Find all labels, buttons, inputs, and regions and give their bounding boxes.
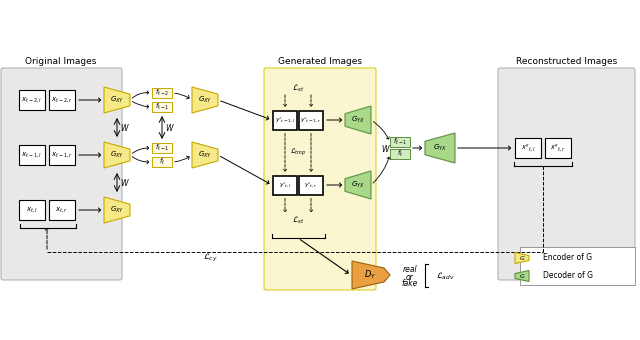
Text: Decoder of G: Decoder of G	[543, 272, 593, 280]
FancyBboxPatch shape	[390, 149, 410, 159]
FancyBboxPatch shape	[520, 247, 635, 285]
FancyBboxPatch shape	[299, 175, 323, 194]
Text: $x_{t-1,l}$: $x_{t-1,l}$	[21, 151, 43, 159]
Polygon shape	[192, 142, 218, 168]
Text: $f_{t-2}$: $f_{t-2}$	[155, 88, 169, 98]
Text: $x_{t,l}$: $x_{t,l}$	[26, 205, 38, 215]
Text: $G_{YX}$: $G_{YX}$	[433, 143, 447, 153]
Text: $\mathcal{L}_{st}$: $\mathcal{L}_{st}$	[292, 82, 304, 94]
Polygon shape	[192, 87, 218, 113]
Text: Encoder of G: Encoder of G	[543, 254, 592, 262]
Text: $y'_{t-1,l}$: $y'_{t-1,l}$	[275, 115, 296, 125]
Text: $f_t$: $f_t$	[397, 149, 403, 159]
FancyBboxPatch shape	[152, 143, 172, 153]
Text: $G$: $G$	[519, 272, 525, 280]
FancyBboxPatch shape	[545, 138, 571, 158]
Text: $G_{YX}$: $G_{YX}$	[351, 180, 365, 190]
Text: $G$: $G$	[519, 254, 525, 262]
Text: $f_{t-1}$: $f_{t-1}$	[155, 102, 169, 112]
Text: Generated Images: Generated Images	[278, 57, 362, 67]
Text: $f_t$: $f_t$	[159, 157, 165, 167]
FancyBboxPatch shape	[152, 102, 172, 112]
FancyBboxPatch shape	[1, 68, 122, 280]
Text: $W$: $W$	[165, 122, 175, 133]
Text: $W$: $W$	[120, 122, 130, 133]
FancyBboxPatch shape	[498, 68, 635, 280]
FancyBboxPatch shape	[152, 88, 172, 98]
Text: $G_{YX}$: $G_{YX}$	[351, 115, 365, 125]
Polygon shape	[352, 261, 390, 289]
Text: $x''_{t,l}$: $x''_{t,l}$	[521, 142, 535, 153]
FancyBboxPatch shape	[515, 138, 541, 158]
Text: $W$: $W$	[381, 142, 391, 153]
Text: $\mathcal{L}_{adv}$: $\mathcal{L}_{adv}$	[436, 270, 454, 282]
Text: $y'_{t,l}$: $y'_{t,l}$	[278, 180, 291, 190]
FancyBboxPatch shape	[390, 137, 410, 147]
FancyBboxPatch shape	[273, 175, 297, 194]
Text: $G_{XY}$: $G_{XY}$	[110, 150, 124, 160]
Polygon shape	[515, 271, 529, 282]
Text: or: or	[406, 272, 414, 282]
Text: $x_{t-2,l}$: $x_{t-2,l}$	[21, 96, 43, 104]
FancyBboxPatch shape	[273, 110, 297, 130]
FancyBboxPatch shape	[152, 157, 172, 167]
Text: $\mathcal{L}_{cy}$: $\mathcal{L}_{cy}$	[203, 252, 218, 264]
Polygon shape	[345, 106, 371, 134]
Polygon shape	[425, 133, 455, 163]
Text: $W$: $W$	[120, 177, 130, 188]
Text: $x_{t,r}$: $x_{t,r}$	[56, 205, 68, 215]
Polygon shape	[104, 197, 130, 223]
Text: $x''_{t,r}$: $x''_{t,r}$	[550, 142, 566, 153]
Text: $G_{XY}$: $G_{XY}$	[198, 150, 212, 160]
Text: Original Images: Original Images	[26, 57, 97, 67]
Polygon shape	[345, 171, 371, 199]
Text: fake: fake	[402, 279, 418, 289]
FancyBboxPatch shape	[49, 145, 75, 165]
Text: real: real	[403, 266, 417, 274]
Polygon shape	[104, 142, 130, 168]
Text: $\mathcal{L}_{tmp}$: $\mathcal{L}_{tmp}$	[290, 146, 307, 158]
Text: $G_{XY}$: $G_{XY}$	[110, 95, 124, 105]
Text: $x_{t-1,r}$: $x_{t-1,r}$	[51, 151, 73, 159]
FancyBboxPatch shape	[19, 145, 45, 165]
FancyBboxPatch shape	[19, 200, 45, 220]
FancyBboxPatch shape	[49, 90, 75, 110]
Text: $f_{t-1}$: $f_{t-1}$	[393, 137, 407, 147]
Text: $G_{XY}$: $G_{XY}$	[198, 95, 212, 105]
Text: $\mathcal{L}_{st}$: $\mathcal{L}_{st}$	[292, 214, 304, 226]
Polygon shape	[515, 253, 529, 264]
Text: $D_Y$: $D_Y$	[364, 269, 376, 281]
FancyBboxPatch shape	[19, 90, 45, 110]
Text: $f_{t-1}$: $f_{t-1}$	[155, 143, 169, 153]
Text: Reconstructed Images: Reconstructed Images	[516, 57, 618, 67]
Text: $y'_{t-1,r}$: $y'_{t-1,r}$	[300, 115, 322, 125]
FancyBboxPatch shape	[299, 110, 323, 130]
Text: $y'_{t,r}$: $y'_{t,r}$	[304, 180, 317, 190]
FancyBboxPatch shape	[264, 68, 376, 290]
Polygon shape	[104, 87, 130, 113]
FancyBboxPatch shape	[49, 200, 75, 220]
Text: $G_{XY}$: $G_{XY}$	[110, 205, 124, 215]
Text: $x_{t-2,r}$: $x_{t-2,r}$	[51, 96, 73, 104]
